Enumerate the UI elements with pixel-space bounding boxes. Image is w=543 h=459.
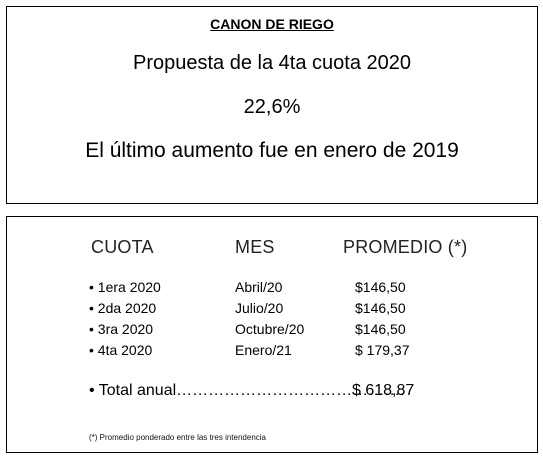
mes-cell: Abril/20 (235, 279, 283, 295)
proposal-text: Propuesta de la 4ta cuota 2020 (133, 52, 411, 74)
column-header-cuota: CUOTA (91, 237, 154, 257)
promedio-cell: $146,50 (355, 279, 406, 295)
column-header-mes: MES (235, 237, 275, 257)
percentage-value: 22,6% (243, 96, 301, 118)
last-increase-text: El último aumento fue en enero de 2019 (85, 139, 459, 162)
cuota-cell: • 1era 2020 (89, 279, 161, 295)
total-value: $ 618,87 (352, 382, 415, 399)
installments-box: CUOTA MES PROMEDIO (*) • 1era 2020 Abril… (6, 216, 538, 453)
column-header-promedio: PROMEDIO (*) (343, 237, 468, 257)
table-row: • 1era 2020 Abril/20 $146,50 (7, 279, 537, 299)
table-row: • 2da 2020 Julio/20 $146,50 (7, 300, 537, 320)
table-row: • 4ta 2020 Enero/21 $ 179,37 (7, 342, 537, 362)
cuota-cell: • 2da 2020 (89, 300, 157, 316)
cuota-cell: • 4ta 2020 (89, 342, 153, 358)
cuota-cell: • 3ra 2020 (89, 321, 154, 337)
footnote: (*) Promedio ponderado entre las tres in… (89, 433, 266, 442)
document-title: CANON DE RIEGO (210, 16, 334, 32)
mes-cell: Julio/20 (235, 300, 284, 316)
total-label: • Total anual……………………………………. (89, 382, 405, 399)
promedio-cell: $ 179,37 (355, 342, 410, 358)
mes-cell: Octubre/20 (235, 321, 305, 337)
summary-box: CANON DE RIEGO Propuesta de la 4ta cuota… (6, 6, 538, 204)
promedio-cell: $146,50 (355, 321, 406, 337)
promedio-cell: $146,50 (355, 300, 406, 316)
mes-cell: Enero/21 (235, 342, 292, 358)
table-row: • 3ra 2020 Octubre/20 $146,50 (7, 321, 537, 341)
